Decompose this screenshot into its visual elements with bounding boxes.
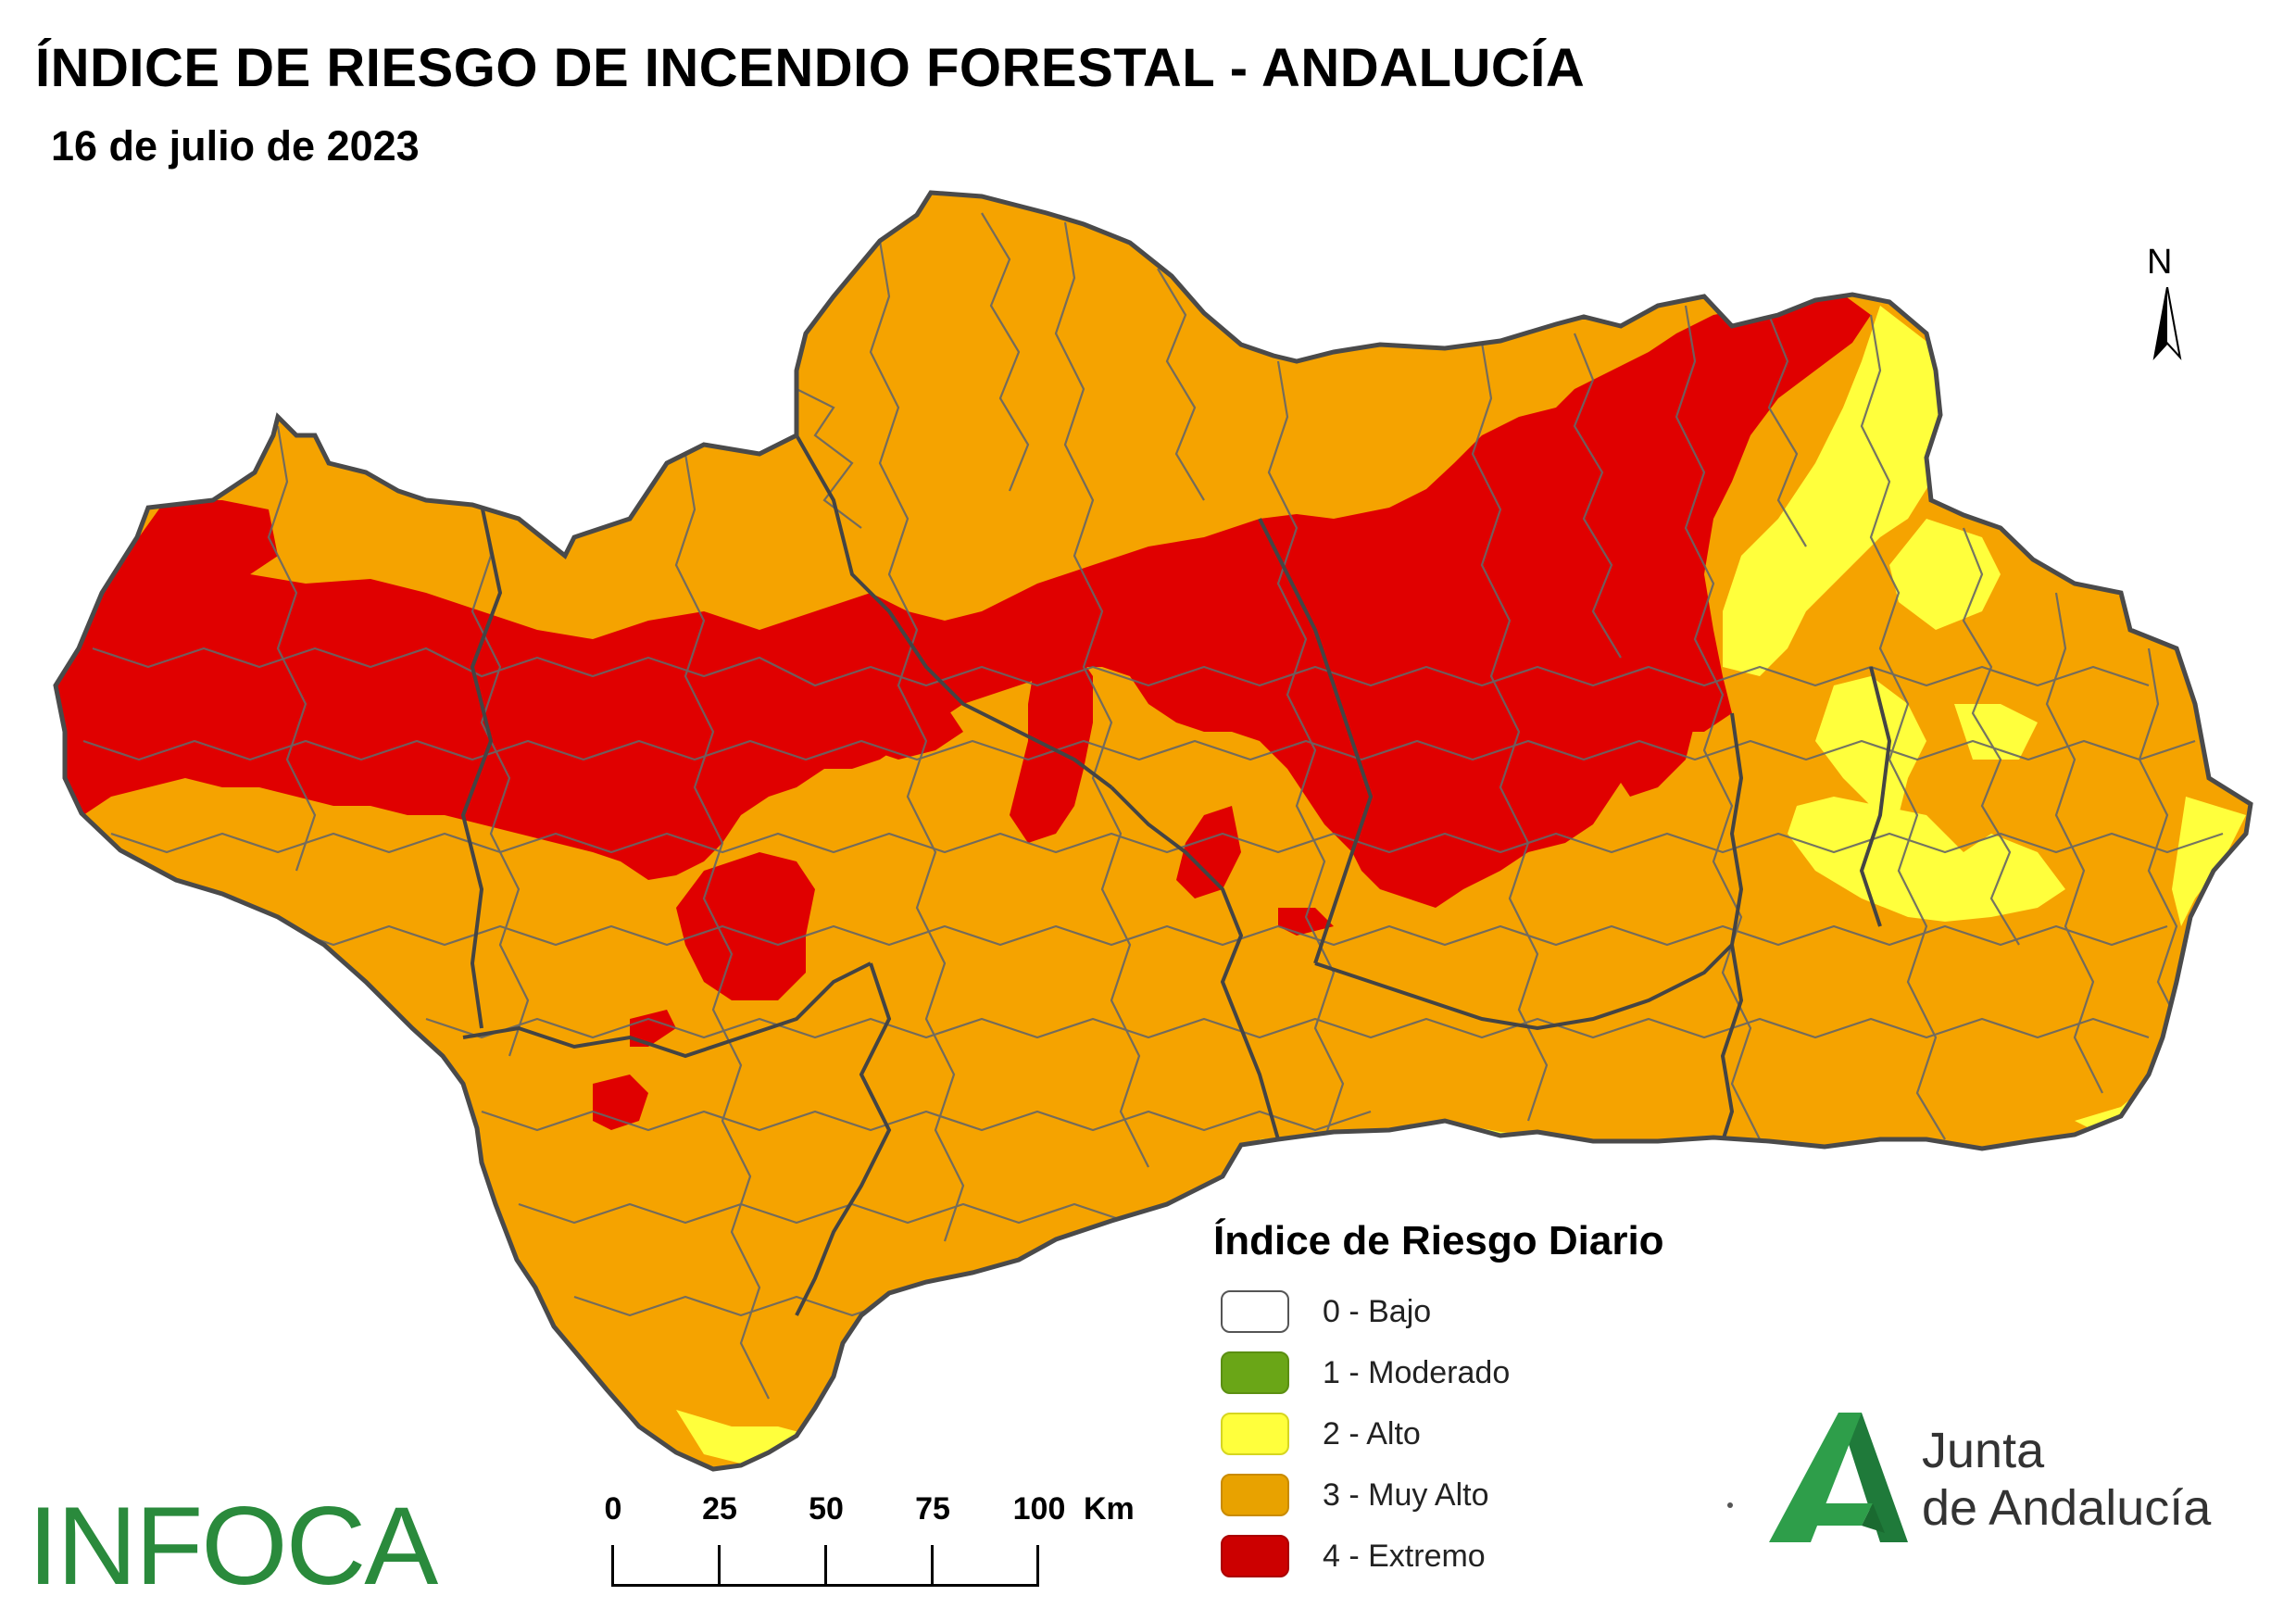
legend-item-moderado: 1 - Moderado: [1221, 1351, 1510, 1395]
scale-tick: [611, 1545, 614, 1587]
infoca-logo: INFOCA: [28, 1484, 438, 1608]
legend-label: 0 - Bajo: [1323, 1293, 1432, 1329]
north-arrow-icon: [2152, 287, 2182, 360]
legend-label: 3 - Muy Alto: [1323, 1476, 1489, 1513]
junta-line2: de Andalucía: [1922, 1480, 2212, 1536]
legend-swatch-bajo: [1221, 1290, 1289, 1333]
north-label: N: [2147, 243, 2173, 282]
scale-tick-label: 25: [702, 1491, 737, 1527]
scale-unit: Km: [1084, 1491, 1135, 1527]
scale-tick: [824, 1545, 827, 1587]
scale-tick-label: 0: [604, 1491, 622, 1527]
scale-tick: [1036, 1545, 1039, 1587]
scale-tick: [718, 1545, 721, 1587]
scale-tick-label: 75: [915, 1491, 950, 1527]
legend-item-bajo: 0 - Bajo: [1221, 1289, 1431, 1334]
legend-label: 4 - Extremo: [1323, 1538, 1486, 1574]
legend-item-alto: 2 - Alto: [1221, 1412, 1421, 1456]
legend-swatch-extremo: [1221, 1535, 1289, 1577]
scale-tick: [931, 1545, 934, 1587]
legend-swatch-moderado: [1221, 1351, 1289, 1394]
legend-swatch-alto: [1221, 1413, 1289, 1455]
legend-label: 1 - Moderado: [1323, 1354, 1511, 1390]
legend-item-extremo: 4 - Extremo: [1221, 1534, 1486, 1578]
scale-bar: 0 25 50 75 100 Km: [605, 1491, 1148, 1593]
map-title: ÍNDICE DE RIESGO DE INCENDIO FORESTAL - …: [35, 38, 1586, 98]
legend-label: 2 - Alto: [1323, 1415, 1421, 1451]
legend-item-muy-alto: 3 - Muy Alto: [1221, 1473, 1489, 1517]
junta-andalucia-wordmark: Junta de Andalucía: [1922, 1422, 2211, 1537]
legend-title: Índice de Riesgo Diario: [1213, 1218, 1664, 1263]
junta-line1: Junta: [1922, 1423, 2045, 1478]
legend-swatch-muy-alto: [1221, 1474, 1289, 1516]
map-date: 16 de julio de 2023: [51, 122, 420, 170]
decorative-dot: [1727, 1502, 1733, 1508]
scale-tick-label: 50: [809, 1491, 844, 1527]
scale-tick-label: 100: [1012, 1491, 1066, 1527]
junta-andalucia-logo-icon: [1769, 1413, 1908, 1542]
